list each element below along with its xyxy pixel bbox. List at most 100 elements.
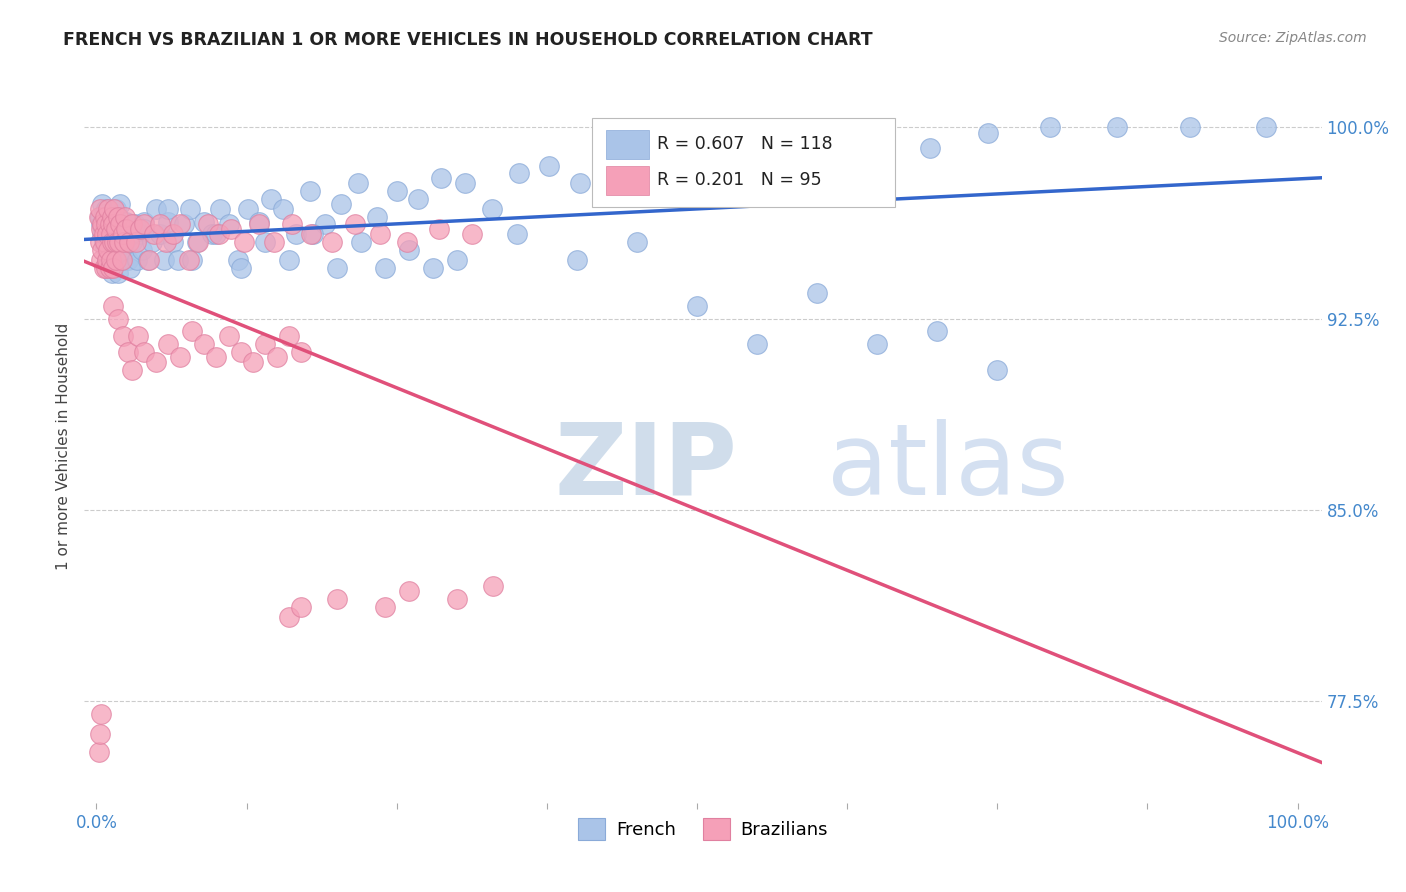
Point — [103, 299, 125, 313]
Point — [110, 235, 132, 249]
Point — [603, 151, 626, 165]
Point — [173, 217, 195, 231]
Point — [430, 171, 453, 186]
Point — [157, 202, 180, 216]
Point — [87, 745, 110, 759]
Point — [105, 243, 128, 257]
Point — [1039, 120, 1062, 135]
Point — [218, 217, 240, 231]
Point — [721, 159, 744, 173]
Point — [131, 243, 153, 257]
Point — [205, 227, 228, 242]
Point — [155, 235, 177, 249]
Point — [105, 235, 128, 249]
Point — [103, 235, 125, 249]
Point — [197, 217, 219, 231]
Point — [100, 252, 122, 267]
Point — [149, 227, 172, 242]
Point — [396, 235, 419, 249]
Point — [398, 243, 420, 257]
Point — [94, 240, 117, 254]
Point — [162, 227, 184, 242]
Point — [100, 210, 122, 224]
Point — [374, 599, 396, 614]
Point — [806, 286, 828, 301]
Point — [107, 210, 129, 224]
Point — [179, 202, 201, 216]
Point — [218, 329, 240, 343]
Text: R = 0.607   N = 118: R = 0.607 N = 118 — [657, 136, 832, 153]
Point — [506, 227, 529, 242]
Point — [446, 591, 468, 606]
Point — [193, 215, 215, 229]
Point — [101, 235, 124, 249]
Point — [94, 217, 117, 231]
Point — [101, 210, 124, 224]
Point — [134, 217, 156, 231]
Point — [236, 202, 259, 216]
Point — [290, 344, 312, 359]
Point — [301, 227, 323, 242]
Point — [104, 252, 127, 267]
Point — [177, 252, 200, 267]
Point — [121, 362, 143, 376]
Point — [976, 126, 998, 140]
Point — [918, 141, 941, 155]
Point — [745, 337, 768, 351]
Point — [107, 266, 129, 280]
Point — [169, 217, 191, 231]
Point — [98, 217, 121, 231]
Point — [90, 222, 112, 236]
Point — [91, 227, 114, 242]
Point — [347, 177, 370, 191]
Point — [169, 350, 191, 364]
Point — [145, 202, 167, 216]
Point — [765, 141, 787, 155]
Point — [446, 252, 468, 267]
Point — [118, 235, 141, 249]
Point — [91, 217, 114, 231]
Point — [128, 222, 150, 236]
Point — [229, 260, 252, 275]
Point — [117, 344, 139, 359]
Point — [101, 266, 124, 280]
Text: Source: ZipAtlas.com: Source: ZipAtlas.com — [1219, 31, 1367, 45]
Point — [104, 227, 127, 242]
Point — [508, 166, 530, 180]
Point — [103, 217, 125, 231]
Point — [226, 252, 249, 267]
Point — [259, 192, 281, 206]
Point — [350, 235, 373, 249]
Point — [186, 235, 208, 249]
Point — [90, 706, 112, 721]
Point — [325, 260, 347, 275]
Point — [127, 252, 149, 267]
Point — [97, 243, 120, 257]
Point — [569, 177, 592, 191]
Point — [679, 145, 702, 160]
Point — [408, 192, 430, 206]
Point — [115, 222, 138, 236]
Point — [626, 235, 648, 249]
Point — [141, 235, 163, 249]
Point — [93, 235, 115, 249]
Point — [253, 235, 276, 249]
Point — [89, 202, 111, 216]
Point — [229, 344, 252, 359]
Point — [103, 202, 125, 216]
Point — [94, 210, 117, 224]
Point — [94, 227, 117, 242]
Point — [398, 584, 420, 599]
Point — [314, 217, 336, 231]
Point — [927, 324, 949, 338]
Point — [209, 202, 232, 216]
Point — [481, 202, 503, 216]
Point — [134, 222, 156, 236]
Point — [103, 255, 125, 269]
Point — [104, 222, 127, 236]
Point — [98, 260, 121, 275]
Point — [986, 362, 1008, 376]
Point — [343, 217, 366, 231]
Point — [461, 227, 484, 242]
Point — [94, 235, 117, 249]
